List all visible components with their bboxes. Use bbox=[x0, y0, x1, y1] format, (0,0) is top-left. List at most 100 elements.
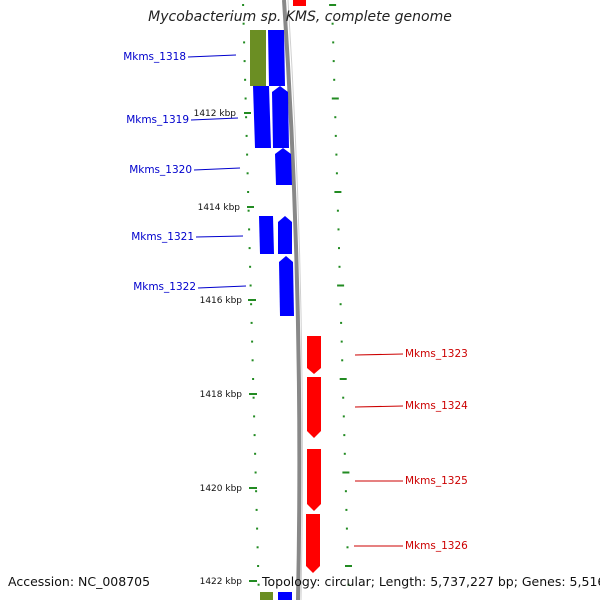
gene-leader-line bbox=[354, 353, 404, 356]
minor-tick bbox=[243, 41, 246, 44]
minor-tick bbox=[248, 247, 251, 250]
outer-tick bbox=[329, 4, 337, 6]
ruler-label: 1414 kbp bbox=[198, 203, 241, 213]
gene-label-mkms-1322[interactable]: Mkms_1322 bbox=[133, 281, 196, 293]
gene-label-mkms-1320[interactable]: Mkms_1320 bbox=[129, 164, 192, 176]
outer-ruler-ticks bbox=[329, 4, 352, 586]
minor-tick bbox=[242, 22, 245, 25]
outer-tick bbox=[338, 247, 340, 250]
minor-tick bbox=[246, 153, 249, 156]
outer-tick bbox=[341, 359, 344, 362]
outer-tick bbox=[340, 321, 343, 324]
gene-leader-line bbox=[354, 405, 404, 408]
minor-tick bbox=[256, 546, 259, 549]
gene-label-mkms-1321[interactable]: Mkms_1321 bbox=[131, 231, 194, 243]
outer-tick bbox=[342, 415, 345, 418]
minor-tick bbox=[248, 228, 251, 231]
gene-label-mkms-1325[interactable]: Mkms_1325 bbox=[405, 475, 468, 487]
outer-tick bbox=[342, 471, 350, 474]
minor-tick bbox=[255, 508, 258, 511]
minor-tick bbox=[252, 378, 255, 380]
outer-tick bbox=[343, 434, 346, 437]
minor-tick bbox=[255, 490, 258, 493]
outer-tick bbox=[334, 191, 342, 193]
gene-leader-line bbox=[193, 167, 241, 171]
gene-label-mkms-1318[interactable]: Mkms_1318 bbox=[123, 51, 186, 63]
gene-block-mkms-1319-inner bbox=[272, 86, 289, 148]
minor-tick bbox=[247, 191, 250, 193]
gene-block-mkms-1318[interactable] bbox=[250, 30, 266, 86]
minor-tick bbox=[246, 172, 249, 175]
minor-tick bbox=[245, 116, 248, 119]
gene-label-mkms-1324[interactable]: Mkms_1324 bbox=[405, 400, 468, 412]
genome-backbone-highlight bbox=[287, 0, 303, 600]
outer-tick bbox=[340, 340, 343, 343]
gene-block-clipped-top bbox=[293, 0, 306, 6]
outer-tick bbox=[344, 490, 347, 493]
outer-tick bbox=[331, 97, 339, 100]
outer-tick bbox=[345, 565, 352, 567]
gene-leader-line bbox=[195, 235, 244, 238]
gene-label-mkms-1323[interactable]: Mkms_1323 bbox=[405, 348, 468, 360]
outer-tick bbox=[345, 527, 348, 530]
outer-tick bbox=[337, 284, 345, 287]
outer-tick bbox=[337, 228, 340, 231]
minor-tick bbox=[257, 583, 260, 586]
outer-tick bbox=[347, 583, 350, 586]
outer-tick bbox=[335, 153, 338, 156]
outer-tick bbox=[336, 209, 339, 212]
gene-leader-line bbox=[197, 285, 247, 289]
gene-leader-line bbox=[190, 117, 239, 121]
gene-block-mkms-1320[interactable] bbox=[275, 148, 292, 185]
minor-tick bbox=[249, 284, 252, 287]
outer-tick bbox=[343, 452, 346, 455]
outer-tick bbox=[338, 265, 341, 268]
gene-label-mkms-1326[interactable]: Mkms_1326 bbox=[405, 540, 468, 552]
minor-tick bbox=[253, 415, 256, 418]
minor-tick bbox=[244, 97, 247, 100]
minor-tick bbox=[251, 340, 254, 343]
outer-tick bbox=[332, 41, 335, 44]
minor-tick bbox=[254, 471, 257, 474]
minor-tick bbox=[250, 303, 253, 306]
gene-block-mkms-1318-inner bbox=[268, 30, 285, 86]
outer-tick bbox=[335, 172, 338, 175]
minor-tick bbox=[247, 209, 250, 212]
ruler-major-ticks bbox=[244, 112, 257, 582]
minor-tick bbox=[243, 60, 246, 63]
gene-block-mkms-1323[interactable] bbox=[307, 336, 321, 374]
gene-block-mkms-1322[interactable] bbox=[279, 256, 294, 316]
accession-text: Accession: NC_008705 bbox=[8, 574, 151, 589]
gene-block-mkms-1321[interactable] bbox=[259, 216, 274, 254]
minor-tick bbox=[256, 527, 259, 530]
ruler-label: 1420 kbp bbox=[200, 484, 243, 494]
genome-backbone bbox=[282, 0, 302, 600]
minor-tick bbox=[249, 265, 252, 268]
outer-tick bbox=[334, 116, 337, 119]
gene-block-mkms-1326[interactable] bbox=[306, 514, 320, 573]
ruler-label: 1412 kbp bbox=[194, 109, 237, 119]
outer-tick bbox=[342, 396, 345, 399]
gene-label-mkms-1319[interactable]: Mkms_1319 bbox=[126, 114, 189, 126]
gene-leader-line bbox=[187, 54, 237, 58]
gene-block-mkms-1319[interactable] bbox=[253, 86, 271, 148]
map-title: Mycobacterium sp. KMS, complete genome bbox=[148, 9, 452, 25]
minor-tick bbox=[250, 321, 253, 324]
outer-tick bbox=[345, 508, 348, 511]
outer-tick bbox=[334, 134, 337, 137]
outer-tick bbox=[332, 60, 335, 63]
minor-tick bbox=[251, 359, 254, 362]
gene-block-mkms-1321-inner bbox=[278, 216, 292, 254]
minor-tick bbox=[245, 134, 248, 137]
outer-tick bbox=[346, 546, 349, 549]
gene-block-clipped-bottom bbox=[278, 592, 292, 600]
gene-block-mkms-1325[interactable] bbox=[307, 449, 321, 511]
outer-tick bbox=[333, 78, 336, 81]
minor-tick bbox=[257, 565, 260, 567]
minor-tick bbox=[252, 396, 255, 399]
ruler-label: 1418 kbp bbox=[200, 390, 243, 400]
outer-tick bbox=[339, 378, 347, 380]
gene-block-mkms-1324[interactable] bbox=[307, 377, 321, 438]
ruler-label: 1416 kbp bbox=[200, 296, 243, 306]
